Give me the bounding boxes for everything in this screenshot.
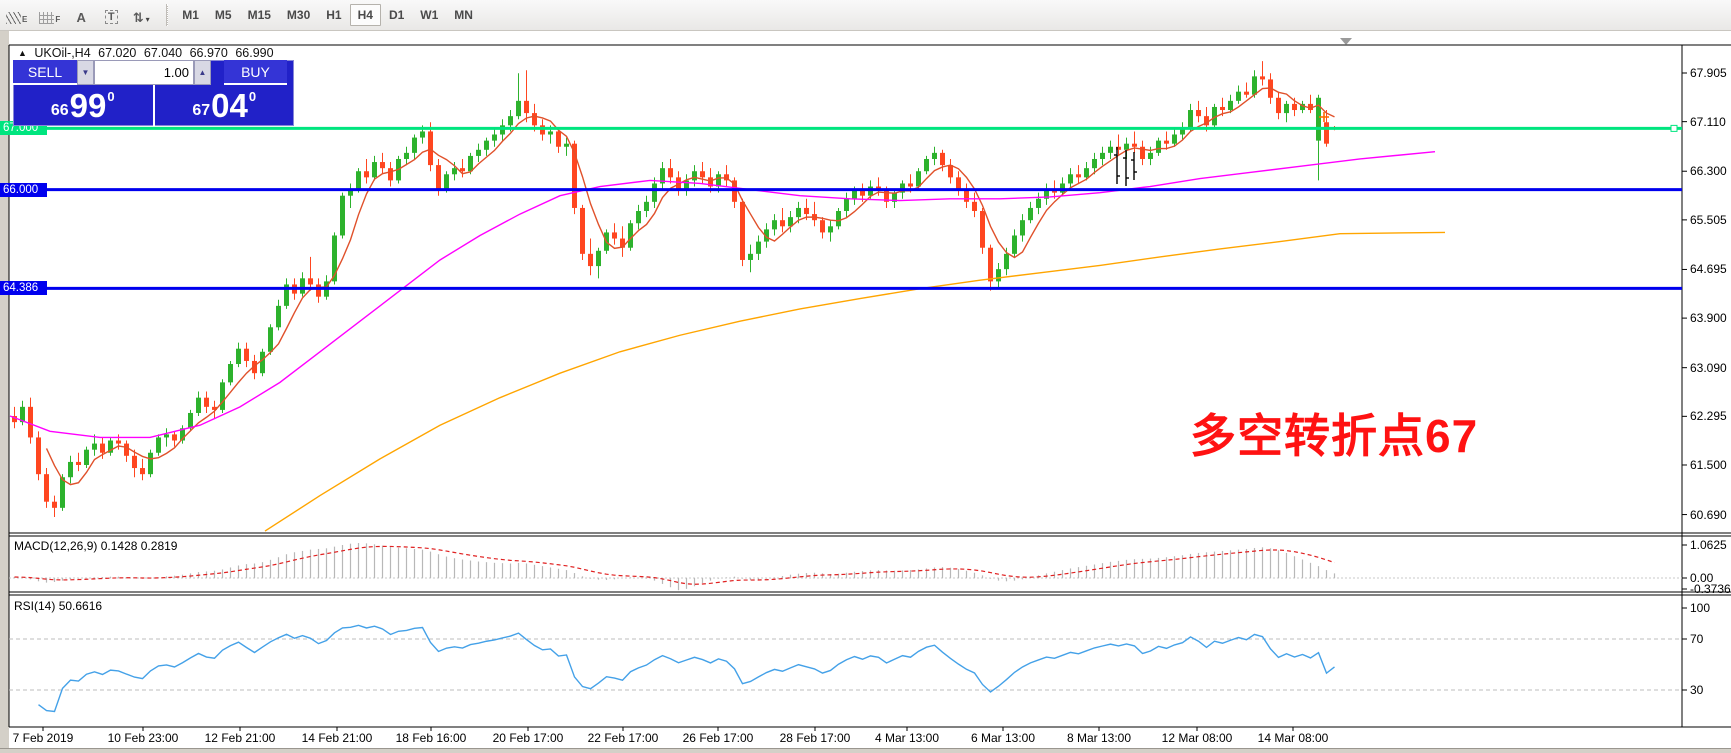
ma-mid-line: [9, 150, 1436, 439]
grid-tool-sub: F: [55, 15, 61, 24]
grid-tool-button[interactable]: F: [35, 3, 64, 27]
timeframe-group: M1 M5 M15 M30 H1 H4 D1 W1 MN: [174, 4, 481, 26]
sell-button[interactable]: SELL: [13, 60, 77, 85]
ohlc-open: 67.020: [98, 46, 137, 60]
time-axis-label: 22 Feb 17:00: [587, 731, 659, 745]
macd-indicator-label: MACD(12,26,9) 0.1428 0.2819: [14, 539, 178, 553]
trade-markers: [1114, 38, 1352, 186]
ohlc-low: 66.970: [189, 46, 228, 60]
time-axis-label: 26 Feb 17:00: [682, 731, 754, 745]
hline-handle: [1670, 124, 1678, 132]
text-box-icon: T: [104, 10, 118, 24]
timeframe-button-m30[interactable]: M30: [286, 8, 311, 22]
macd-axis-tick: -0.3736: [1690, 582, 1731, 596]
price-axis-tick: 64.695: [1690, 262, 1727, 277]
buy-button[interactable]: BUY: [224, 60, 287, 85]
time-axis-label: 20 Feb 17:00: [492, 731, 564, 745]
buy-price-sup: 0: [248, 89, 257, 104]
price-axis-tick: 60.690: [1690, 507, 1727, 522]
price-divider: [152, 85, 155, 126]
ma-fast-line: [45, 87, 1335, 486]
ohlc-close: 66.990: [235, 46, 274, 60]
timeframe-button-h1[interactable]: H1: [326, 8, 342, 22]
hline-price-tag: 66.000: [0, 182, 47, 197]
price-axis-tick: 67.905: [1690, 66, 1727, 80]
timeframe-button-mn[interactable]: MN: [454, 8, 473, 22]
arrange-tool-button[interactable]: ⇅ ▾: [128, 3, 154, 27]
one-click-trading-panel: SELL ▼ ▲ BUY 66 99 0 67 04 0: [13, 60, 294, 126]
buy-price-big: 04: [211, 86, 248, 124]
time-axis-label: 6 Mar 13:00: [970, 731, 1036, 745]
volume-input[interactable]: [94, 60, 194, 85]
time-axis-label: 14 Mar 08:00: [1257, 731, 1329, 745]
text-box-tool-button[interactable]: T: [98, 3, 124, 27]
chart-title-bar: ▲ UKOil-,H4 67.020 67.040 66.970 66.990: [18, 46, 278, 60]
window-bottom-frame: [0, 748, 1731, 753]
timeframe-button-h4[interactable]: H4: [349, 4, 381, 26]
macd-axis-tick: 0.00: [1690, 571, 1714, 585]
time-axis-label: 4 Mar 13:00: [874, 731, 940, 745]
arrows-icon: ⇅: [132, 10, 144, 25]
price-axis-tick: 63.090: [1690, 360, 1727, 375]
time-axis-label: 10 Feb 23:00: [107, 731, 179, 745]
chevron-down-icon: ▾: [145, 15, 150, 24]
indicators-icon: [6, 12, 21, 24]
panel-frames: [8, 44, 1731, 731]
price-axis-tick: 65.505: [1690, 212, 1727, 227]
volume-increase-button[interactable]: ▲: [194, 60, 211, 85]
time-axis-label: 18 Feb 16:00: [395, 731, 467, 745]
text-label-tool-button[interactable]: A: [68, 3, 94, 27]
timeframe-button-m5[interactable]: M5: [214, 8, 232, 22]
timeframe-button-d1[interactable]: D1: [388, 8, 405, 22]
rsi-indicator-label: RSI(14) 50.6616: [14, 599, 103, 613]
time-axis-label: 12 Mar 08:00: [1161, 731, 1233, 745]
time-axis-label: 7 Feb 2019: [12, 731, 74, 745]
indicators-tool-sub: E: [22, 15, 28, 24]
buy-price-small: 67: [192, 102, 211, 119]
time-axis-label: 8 Mar 13:00: [1066, 731, 1132, 745]
indicators-tool-button[interactable]: E: [2, 3, 31, 27]
macd-panel: [9, 543, 1682, 591]
hline-price-tag: 64.386: [0, 281, 47, 296]
rsi-panel: [9, 624, 1682, 713]
price-axis-tick: 61.500: [1690, 457, 1727, 472]
price-axis-tick: 66.300: [1690, 164, 1727, 179]
toolbar: E F A T ⇅ ▾ M1 M5 M15 M30 H1 H4 D1 W1 MN: [0, 0, 1731, 31]
timeframe-button-w1[interactable]: W1: [420, 8, 439, 22]
time-axis-label: 12 Feb 21:00: [204, 731, 276, 745]
toolbar-separator: [166, 4, 169, 26]
price-axis-tick: 67.110: [1690, 114, 1726, 129]
text-label-icon: A: [76, 10, 86, 25]
volume-decrease-button[interactable]: ▼: [77, 60, 94, 85]
sell-price-big: 99: [69, 86, 107, 124]
grid-icon: [39, 12, 55, 24]
rsi-axis-tick: 70: [1690, 632, 1704, 646]
time-axis-label: 14 Feb 21:00: [301, 731, 373, 745]
chart-area[interactable]: [9, 31, 1731, 748]
sell-price-sup: 0: [107, 89, 115, 104]
rsi-axis-tick: 100: [1690, 601, 1711, 615]
buy-price[interactable]: 67 04 0: [155, 85, 295, 126]
timeframe-button-m15[interactable]: M15: [247, 8, 271, 22]
macd-axis-tick: 1.0625: [1690, 538, 1727, 552]
horizontal-lines: [9, 124, 1682, 290]
symbol-title: UKOil-,H4: [34, 46, 91, 60]
sell-price[interactable]: 66 99 0: [13, 85, 153, 126]
chart-text-annotation[interactable]: 多空转折点67: [1190, 410, 1479, 462]
time-axis-label: 28 Feb 17:00: [779, 731, 851, 745]
price-axis-tick: 63.900: [1690, 311, 1727, 326]
price-axis-tick: 62.295: [1690, 409, 1727, 424]
collapse-triangle-icon[interactable]: ▲: [18, 48, 27, 58]
timeframe-button-m1[interactable]: M1: [182, 8, 199, 22]
rsi-axis-tick: 30: [1690, 683, 1704, 697]
ohlc-high: 67.040: [143, 46, 183, 60]
chart-shift-triangle: [1340, 38, 1352, 45]
sell-price-small: 66: [50, 102, 69, 119]
ma-slow-line: [264, 231, 1446, 532]
